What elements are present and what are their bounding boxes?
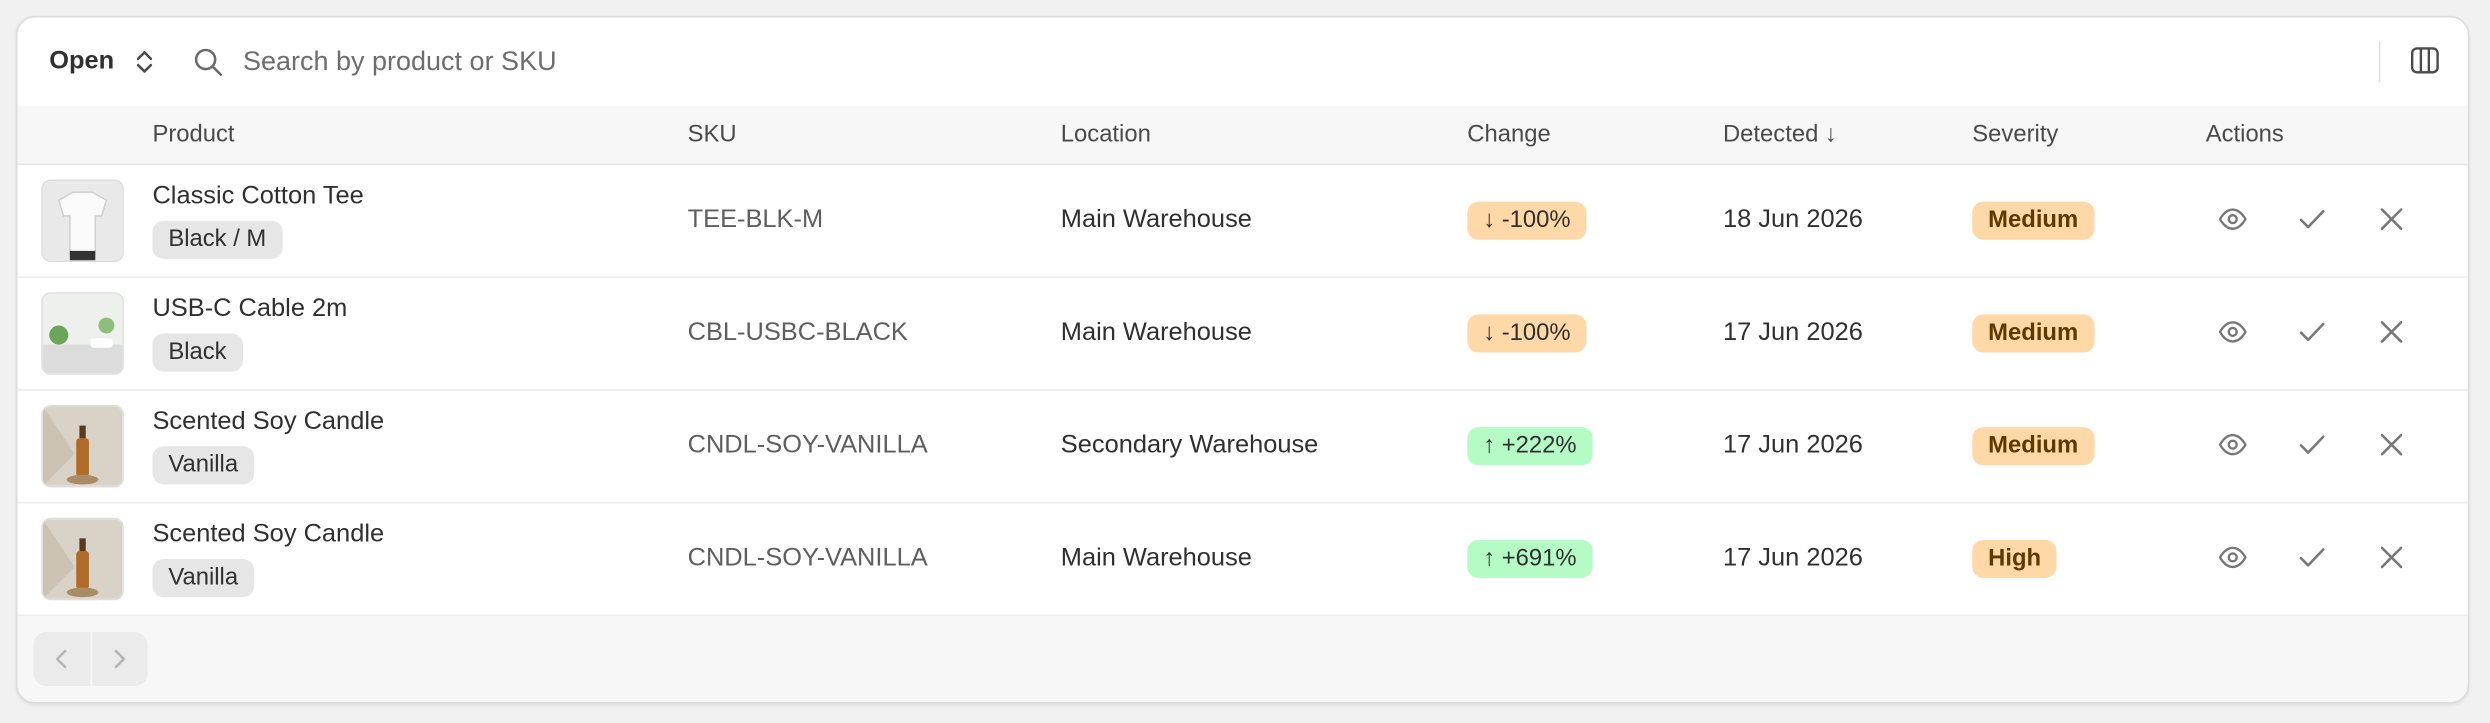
- divider: [2378, 41, 2381, 83]
- change-cell: ↑ +691%: [1467, 502, 1593, 615]
- severity-badge: Medium: [1972, 201, 2095, 240]
- detected-date: 17 Jun 2026: [1722, 431, 1863, 459]
- approve-button[interactable]: [2296, 203, 2328, 235]
- sku: CBL-USBC-BLACK: [687, 319, 908, 347]
- table-row: Classic Cotton Tee Black / M TEE-BLK-M Main…: [17, 164, 2468, 278]
- severity-badge: Medium: [1972, 427, 2095, 466]
- column-header: Change: [1467, 120, 1551, 148]
- change-badge: ↓ -100%: [1467, 314, 1587, 353]
- change-cell: ↓ -100%: [1467, 276, 1587, 389]
- status-filter[interactable]: Open: [49, 43, 156, 81]
- product-image: [41, 292, 124, 375]
- table-row: USB-C Cable 2m Black CBL-USBC-BLACK Main Wa…: [17, 276, 2468, 391]
- column-header: Detected ↓: [1722, 120, 1837, 148]
- severity-badge: Medium: [1972, 314, 2095, 353]
- approve-button[interactable]: [2296, 542, 2328, 574]
- detected-date: 17 Jun 2026: [1722, 544, 1863, 572]
- view-button[interactable]: [2217, 203, 2249, 235]
- next-page-button[interactable]: [92, 632, 148, 687]
- product-name: Scented Soy Candle: [152, 520, 385, 548]
- change-cell: ↓ -100%: [1467, 164, 1587, 277]
- detected-date: 17 Jun 2026: [1722, 319, 1863, 347]
- sku: CNDL-SOY-VANILLA: [687, 431, 928, 459]
- variant-tag: Vanilla: [152, 558, 254, 598]
- product-name: USB-C Cable 2m: [152, 295, 348, 323]
- view-button[interactable]: [2217, 316, 2249, 348]
- location: Main Warehouse: [1060, 206, 1252, 234]
- table-header: Product SKU Location Change Detected ↓ Severi…: [17, 106, 2468, 166]
- table-row: Scented Soy Candle Vanilla CNDL-SOY-VANILL…: [17, 389, 2468, 504]
- column-header: Actions: [2205, 120, 2284, 148]
- toolbar: Open Search by product or SKU: [17, 17, 2468, 108]
- severity-cell: Medium: [1972, 164, 2095, 277]
- detected-date: 18 Jun 2026: [1722, 206, 1863, 234]
- product-image: [41, 179, 124, 263]
- severity-cell: High: [1972, 502, 2057, 615]
- product-name: Classic Cotton Tee: [152, 182, 364, 210]
- severity-cell: Medium: [1972, 389, 2095, 502]
- prev-page-button[interactable]: [33, 632, 91, 687]
- search-icon: [194, 48, 223, 76]
- view-button[interactable]: [2217, 542, 2249, 574]
- table-card: Open Search by product or SKU Product SKU…: [15, 15, 2470, 704]
- dismiss-button[interactable]: [2376, 429, 2408, 461]
- dismiss-button[interactable]: [2376, 203, 2408, 235]
- columns-button[interactable]: [2409, 44, 2441, 76]
- search-input[interactable]: Search by product or SKU: [242, 46, 557, 77]
- product-image: [41, 404, 124, 488]
- variant-tag: Black: [152, 333, 243, 372]
- column-header: SKU: [687, 120, 737, 148]
- chevrons-icon: [137, 50, 153, 73]
- product-image: [41, 517, 124, 601]
- location: Main Warehouse: [1060, 319, 1252, 347]
- location: Main Warehouse: [1060, 544, 1252, 572]
- table-row: Scented Soy Candle Vanilla CNDL-SOY-VANILL…: [17, 502, 2468, 617]
- location: Secondary Warehouse: [1060, 431, 1319, 459]
- change-cell: ↑ +222%: [1467, 389, 1593, 502]
- view-button[interactable]: [2217, 429, 2249, 461]
- filter-label: Open: [49, 47, 115, 75]
- dismiss-button[interactable]: [2376, 316, 2408, 348]
- column-header: Location: [1060, 120, 1151, 148]
- variant-tag: Vanilla: [152, 446, 254, 485]
- approve-button[interactable]: [2296, 316, 2328, 348]
- column-header: Severity: [1972, 120, 2059, 148]
- approve-button[interactable]: [2296, 429, 2328, 461]
- product-name: Scented Soy Candle: [152, 408, 385, 436]
- column-header: Product: [152, 120, 235, 148]
- change-badge: ↑ +691%: [1467, 539, 1593, 579]
- dismiss-button[interactable]: [2376, 542, 2408, 574]
- severity-badge: High: [1972, 539, 2057, 579]
- pagination-bar: [17, 616, 2468, 702]
- variant-tag: Black / M: [152, 220, 283, 259]
- sku: CNDL-SOY-VANILLA: [687, 544, 928, 572]
- sku: TEE-BLK-M: [687, 206, 824, 234]
- change-badge: ↑ +222%: [1467, 427, 1593, 466]
- severity-cell: Medium: [1972, 276, 2095, 389]
- change-badge: ↓ -100%: [1467, 201, 1587, 240]
